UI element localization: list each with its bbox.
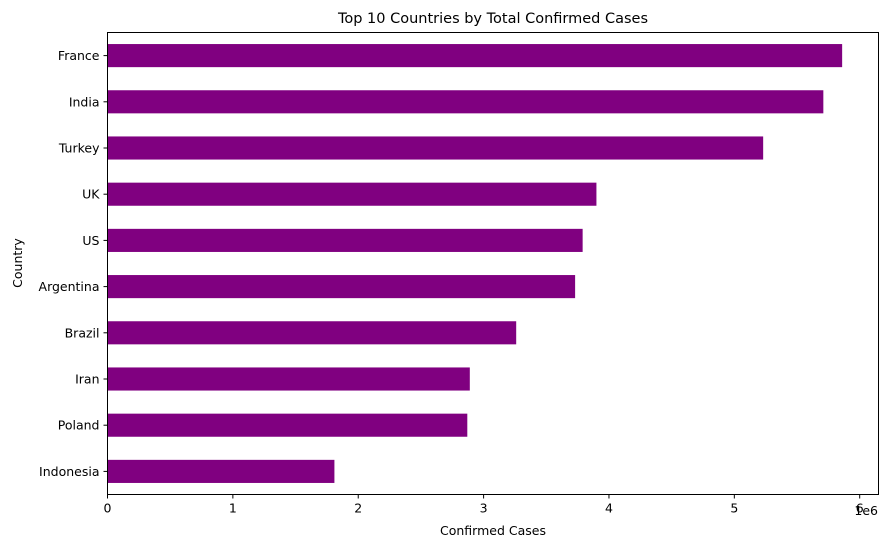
- x-tick-label: 1: [229, 501, 237, 516]
- x-tick-label: 3: [480, 501, 488, 516]
- y-axis-ticks: France India Turkey UK US Argentina Brazil Iran…: [39, 48, 108, 479]
- plot-frame: [107, 32, 879, 495]
- bars-group: [107, 44, 843, 483]
- x-tick-label: 5: [730, 501, 738, 516]
- x-axis-label: Confirmed Cases: [440, 523, 546, 538]
- bar-brazil: [107, 321, 517, 345]
- bar-turkey: [107, 136, 764, 160]
- y-tick-label: Iran: [75, 372, 99, 387]
- y-tick-label: Turkey: [58, 141, 100, 156]
- y-tick-label: US: [82, 233, 99, 248]
- y-tick-label: Brazil: [65, 325, 100, 340]
- y-tick-label: Argentina: [39, 279, 100, 294]
- y-tick-label: India: [69, 94, 100, 109]
- x-axis-scale-label: 1e6: [854, 503, 878, 518]
- bar-indonesia: [107, 459, 335, 483]
- bar-uk: [107, 182, 597, 206]
- bar-france: [107, 44, 843, 68]
- x-tick-label: 2: [354, 501, 362, 516]
- y-tick-label: Poland: [58, 418, 100, 433]
- bar-argentina: [107, 275, 576, 299]
- bar-poland: [107, 413, 468, 437]
- chart-title: Top 10 Countries by Total Confirmed Case…: [337, 11, 648, 27]
- y-tick-label: France: [58, 48, 100, 63]
- bar-india: [107, 90, 824, 114]
- x-tick-label: 4: [605, 501, 613, 516]
- bar-iran: [107, 367, 470, 391]
- bar-us: [107, 228, 583, 252]
- x-tick-label: 0: [104, 501, 112, 516]
- y-axis-label: Country: [10, 238, 25, 288]
- x-tick-label: 6: [856, 501, 864, 516]
- x-axis-ticks: 0 1 2 3 4 5 6: [104, 494, 864, 516]
- y-tick-label: UK: [82, 187, 100, 202]
- y-tick-label: Indonesia: [39, 464, 99, 479]
